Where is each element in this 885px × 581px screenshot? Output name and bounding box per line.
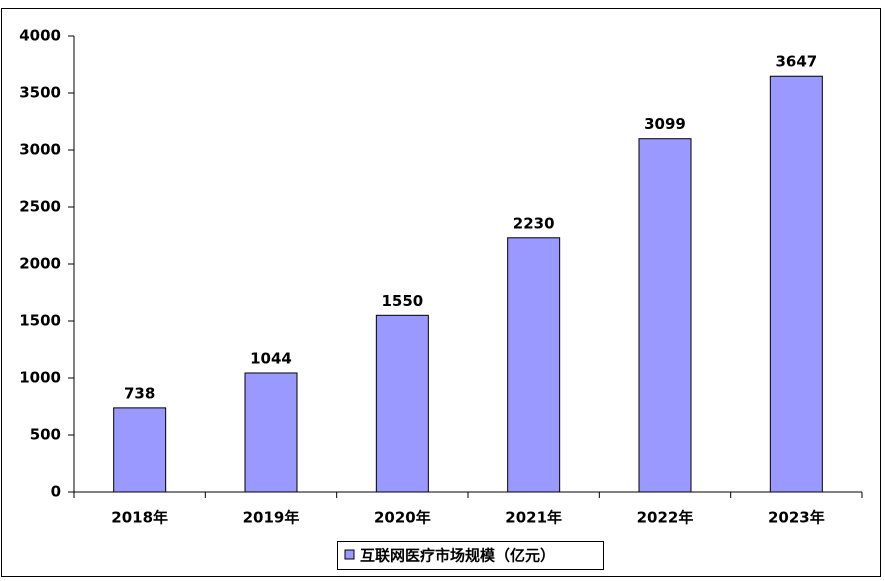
data-label: 1550 (381, 292, 423, 310)
x-tick-label: 2022年 (637, 509, 694, 527)
data-label: 3099 (644, 115, 686, 133)
bar (769, 75, 823, 493)
data-label: 3647 (775, 53, 817, 71)
x-tick-label: 2018年 (111, 509, 168, 527)
y-tick-label: 4000 (19, 27, 61, 45)
bar (375, 314, 429, 493)
bar (113, 407, 167, 493)
legend-swatch (344, 549, 355, 560)
data-label: 2230 (513, 214, 555, 232)
x-tick-label: 2021年 (505, 509, 562, 527)
bar (507, 237, 561, 493)
x-tick-label: 2020年 (374, 509, 431, 527)
y-tick-label: 3500 (19, 84, 61, 102)
legend-box (337, 541, 604, 570)
x-tick-label: 2019年 (243, 509, 300, 527)
y-tick-label: 3000 (19, 141, 61, 159)
data-label: 738 (124, 384, 155, 402)
x-tick-label: 2023年 (768, 509, 825, 527)
y-tick-label: 0 (51, 483, 61, 501)
bar (244, 372, 298, 493)
y-tick-label: 1500 (19, 312, 61, 330)
y-tick-label: 1000 (19, 369, 61, 387)
y-tick-label: 500 (30, 426, 61, 444)
y-tick-label: 2500 (19, 198, 61, 216)
bar (638, 138, 692, 493)
legend-label: 互联网医疗市场规模（亿元） (360, 547, 555, 565)
data-label: 1044 (250, 349, 292, 367)
y-tick-label: 2000 (19, 255, 61, 273)
